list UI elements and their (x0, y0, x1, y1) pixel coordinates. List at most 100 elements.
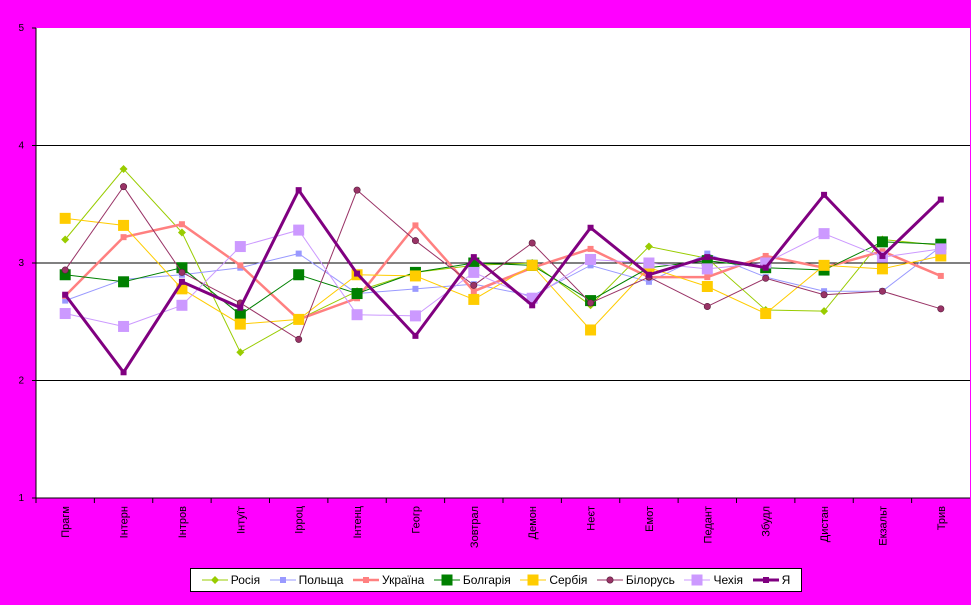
data-point (176, 299, 188, 311)
data-point (468, 257, 480, 269)
data-point (351, 309, 363, 321)
y-tick-label: 1 (18, 493, 24, 504)
data-point (645, 278, 652, 285)
data-point (61, 235, 70, 244)
data-point (354, 270, 361, 277)
data-point (178, 221, 185, 228)
data-point (935, 243, 947, 255)
data-point (470, 254, 477, 261)
data-point (59, 212, 71, 224)
legend-swatch (353, 577, 379, 583)
data-point (821, 191, 828, 198)
x-tick-label: Зовтрал (469, 506, 481, 548)
y-tick-label: 2 (18, 376, 24, 387)
legend-label: Болгарія (462, 573, 511, 587)
data-point (876, 236, 888, 248)
data-point (587, 262, 594, 269)
data-point (704, 250, 711, 257)
data-point (411, 237, 419, 245)
y-tick-label: 5 (18, 23, 24, 34)
y-tick-label: 3 (18, 258, 24, 269)
legend-label: Сербія (549, 573, 588, 587)
legend-marker (691, 574, 703, 586)
legend-marker (527, 574, 539, 586)
legend-label: Росія (230, 573, 261, 587)
data-point (351, 288, 363, 300)
data-point (762, 252, 769, 259)
data-point (821, 288, 828, 295)
data-point (643, 257, 655, 269)
x-tick-label: Інтерн (119, 506, 131, 538)
data-point (585, 324, 597, 336)
data-point (120, 369, 127, 376)
legend-swatch (201, 576, 228, 584)
data-point (61, 266, 69, 274)
legend-marker (279, 577, 286, 583)
data-point (818, 259, 830, 271)
data-point (529, 302, 536, 309)
data-point (937, 305, 945, 313)
data-point (412, 332, 419, 339)
legend-swatch (520, 574, 547, 586)
legend-label: Білорусь (625, 573, 675, 587)
data-point (293, 224, 305, 236)
data-point (62, 297, 69, 304)
x-tick-label: Геогр (410, 506, 422, 534)
data-point (59, 269, 71, 281)
x-axis-ticks: Прагм Інтерн Інтров Інтуїт Ірроц Інтенц Геогр З… (35, 498, 948, 548)
data-point (118, 276, 130, 288)
data-point (178, 268, 186, 276)
legend-label: Чехія (713, 573, 744, 587)
data-point (762, 264, 769, 271)
data-point (701, 263, 713, 275)
data-point (59, 308, 71, 320)
data-point (528, 239, 536, 247)
legend-marker (441, 574, 453, 586)
x-tick-label: Екзальт (877, 506, 889, 546)
y-axis-ticks: 1 2 3 4 5 (18, 23, 36, 504)
data-point (587, 299, 595, 307)
data-point (818, 228, 830, 240)
legend-item: Болгарія (433, 573, 511, 587)
y-tick-label: 4 (18, 141, 24, 152)
data-point (585, 253, 597, 265)
data-point (701, 281, 713, 292)
data-point (177, 228, 186, 237)
data-point (762, 274, 770, 282)
data-point (295, 335, 303, 343)
legend-swatch (684, 574, 711, 586)
legend-item: Чехія (684, 573, 743, 587)
series-5 (61, 183, 945, 343)
data-point (937, 272, 944, 279)
data-point (876, 263, 888, 275)
data-point (176, 283, 188, 295)
series-6 (59, 224, 947, 332)
data-point (644, 242, 653, 251)
data-point (118, 219, 130, 231)
legend-swatch (433, 574, 460, 586)
x-tick-label: Дистан (819, 506, 831, 542)
x-tick-label: Прагм (60, 506, 72, 538)
data-point (879, 252, 886, 259)
data-point (703, 302, 711, 310)
data-point (820, 307, 829, 316)
legend-item: Я (752, 573, 790, 587)
data-point (234, 318, 246, 330)
series-group (59, 165, 947, 376)
legend-marker (363, 577, 369, 583)
series-line (63, 187, 942, 375)
data-point (701, 255, 713, 267)
x-tick-label: Інтенц (352, 505, 364, 538)
data-point (120, 234, 127, 241)
data-point (820, 291, 828, 299)
data-point (937, 196, 944, 203)
data-point (293, 269, 305, 281)
data-point (760, 308, 772, 320)
legend-swatch (596, 576, 623, 584)
data-point (935, 250, 947, 262)
data-point (234, 241, 246, 253)
data-point (470, 288, 477, 295)
legend-label: Польща (298, 573, 344, 587)
data-point (526, 292, 538, 304)
